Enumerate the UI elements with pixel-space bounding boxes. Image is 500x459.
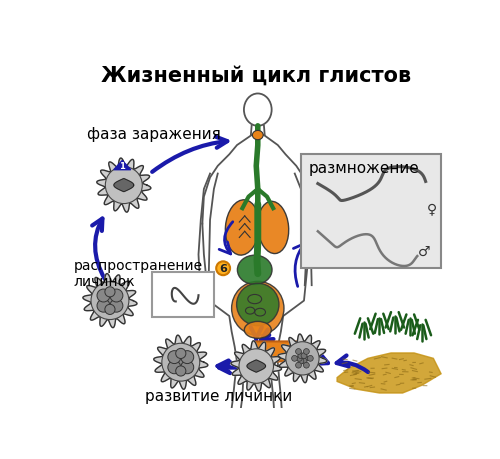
Polygon shape xyxy=(96,159,151,213)
Circle shape xyxy=(106,167,142,204)
Circle shape xyxy=(292,356,298,362)
Circle shape xyxy=(105,305,115,315)
Text: ♀: ♀ xyxy=(426,202,437,216)
Circle shape xyxy=(296,356,302,362)
Ellipse shape xyxy=(226,201,260,256)
Text: 1: 1 xyxy=(120,162,125,171)
FancyBboxPatch shape xyxy=(254,341,300,362)
Circle shape xyxy=(110,290,123,302)
Circle shape xyxy=(298,358,304,364)
Text: ♂: ♂ xyxy=(418,244,430,258)
Circle shape xyxy=(304,349,310,355)
Circle shape xyxy=(168,361,181,374)
Circle shape xyxy=(301,353,307,359)
Ellipse shape xyxy=(238,256,272,285)
Ellipse shape xyxy=(236,284,279,326)
Circle shape xyxy=(296,363,302,368)
Polygon shape xyxy=(231,341,281,392)
Circle shape xyxy=(97,290,110,302)
Circle shape xyxy=(97,300,110,313)
Circle shape xyxy=(110,300,123,313)
Text: размножение: размножение xyxy=(308,161,420,176)
Polygon shape xyxy=(337,353,441,393)
Circle shape xyxy=(298,353,304,359)
Polygon shape xyxy=(154,336,208,389)
Polygon shape xyxy=(114,179,134,192)
Circle shape xyxy=(301,358,307,364)
Text: фаза заражения: фаза заражения xyxy=(87,127,220,141)
Circle shape xyxy=(286,342,319,375)
Circle shape xyxy=(181,351,194,364)
Circle shape xyxy=(176,366,186,376)
Circle shape xyxy=(181,361,194,374)
Polygon shape xyxy=(337,353,441,393)
Text: 6: 6 xyxy=(219,263,227,274)
Circle shape xyxy=(176,348,186,359)
Circle shape xyxy=(239,349,274,383)
Ellipse shape xyxy=(244,322,272,339)
Text: развитие личинки: развитие личинки xyxy=(144,388,292,403)
Bar xyxy=(301,155,441,269)
Polygon shape xyxy=(114,161,130,170)
Polygon shape xyxy=(83,274,137,328)
Polygon shape xyxy=(247,360,266,372)
Bar xyxy=(152,273,214,317)
Circle shape xyxy=(91,282,129,320)
Circle shape xyxy=(102,293,118,309)
Circle shape xyxy=(168,351,181,364)
Circle shape xyxy=(308,356,314,362)
Ellipse shape xyxy=(232,282,284,336)
Ellipse shape xyxy=(258,202,288,254)
Text: распространение
личинок: распространение личинок xyxy=(74,259,203,289)
Circle shape xyxy=(216,262,230,275)
Circle shape xyxy=(302,356,308,362)
Polygon shape xyxy=(278,334,327,383)
Circle shape xyxy=(162,343,200,381)
Circle shape xyxy=(296,349,302,355)
Ellipse shape xyxy=(252,131,263,140)
Circle shape xyxy=(172,354,189,370)
Circle shape xyxy=(304,363,310,368)
Circle shape xyxy=(105,287,115,297)
Text: Жизненный цикл глистов: Жизненный цикл глистов xyxy=(101,66,412,86)
